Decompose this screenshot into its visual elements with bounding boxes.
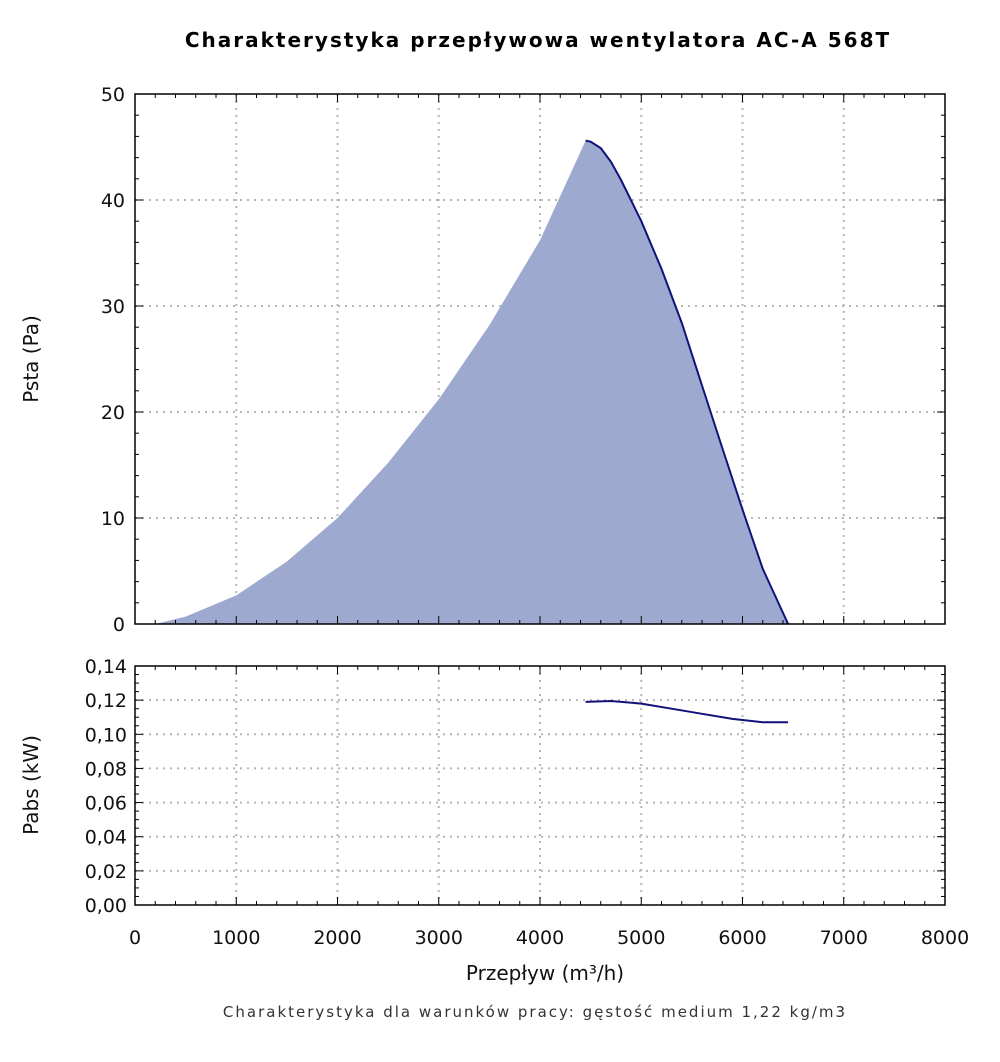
x-tick-label: 7000 (820, 927, 868, 949)
y-tick-label: 20 (101, 402, 125, 424)
x-tick-label: 4000 (516, 927, 564, 949)
x-tick-label: 2000 (313, 927, 361, 949)
y-tick-label: 50 (101, 84, 125, 106)
y-tick-label: 0,00 (85, 895, 127, 917)
chart-title: Charakterystyka przepływowa wentylatora … (185, 28, 891, 52)
y-tick-label: 0,08 (85, 758, 127, 780)
x-tick-label: 5000 (617, 927, 665, 949)
y-tick-label: 0,10 (85, 724, 127, 746)
pressure-y-axis-label: Psta (Pa) (19, 315, 43, 403)
power-plot-frame (134, 665, 946, 906)
x-tick-label: 8000 (921, 927, 969, 949)
power-panel: 0,00 0,02 0,04 0,06 0,08 0,10 0,12 0,14 0 1000 20… (19, 656, 969, 985)
x-tick-label: 6000 (718, 927, 766, 949)
power-y-axis-label: Pabs (kW) (19, 735, 43, 835)
conditions-footnote: Charakterystyka dla warunków pracy: gęst… (223, 1003, 847, 1021)
pressure-panel: 0 10 20 30 40 50 Psta (Pa) (19, 84, 946, 636)
pressure-plot-frame (134, 93, 946, 625)
y-tick-label: 0,02 (85, 861, 127, 883)
pressure-y-tick-labels: 0 10 20 30 40 50 (101, 84, 125, 636)
x-axis-label: Przepływ (m³/h) (466, 961, 624, 985)
x-tick-label: 1000 (212, 927, 260, 949)
pressure-area (155, 140, 789, 624)
x-tick-labels: 0 1000 2000 3000 4000 5000 6000 7000 8000 (129, 927, 969, 949)
y-tick-label: 0,14 (85, 656, 127, 678)
y-tick-label: 40 (101, 190, 125, 212)
power-y-tick-labels: 0,00 0,02 0,04 0,06 0,08 0,10 0,12 0,14 (85, 656, 127, 917)
y-tick-label: 0,12 (85, 690, 127, 712)
y-tick-label: 0,04 (85, 827, 127, 849)
x-tick-label: 0 (129, 927, 141, 949)
power-gridlines (135, 666, 945, 905)
power-curve (585, 699, 789, 724)
x-tick-label: 3000 (415, 927, 463, 949)
y-tick-label: 0,06 (85, 793, 127, 815)
pressure-curve (585, 139, 790, 625)
y-tick-label: 30 (101, 296, 125, 318)
y-tick-label: 10 (101, 508, 125, 530)
y-tick-label: 0 (113, 614, 125, 636)
